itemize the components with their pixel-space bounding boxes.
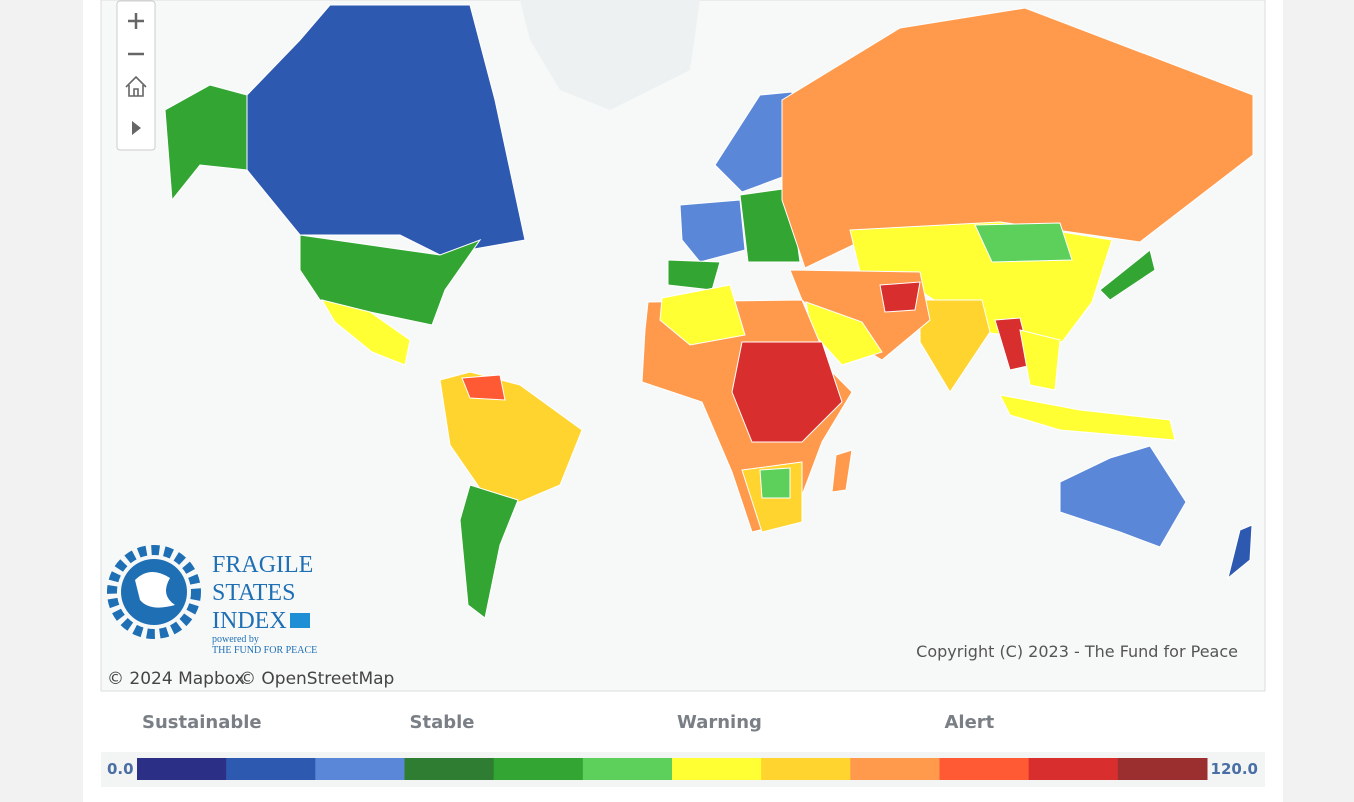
logo-title: STATES — [212, 580, 295, 606]
legend-category: Sustainable — [142, 712, 262, 733]
play-button[interactable] — [132, 121, 141, 135]
legend-bin — [672, 758, 762, 780]
home-button[interactable] — [125, 75, 147, 97]
legend-category: Stable — [410, 712, 475, 733]
logo-org: THE FUND FOR PEACE — [212, 645, 317, 656]
legend-bin — [226, 758, 316, 780]
zoom-in[interactable] — [128, 13, 144, 29]
copyright: Copyright (C) 2023 - The Fund for Peace — [916, 642, 1238, 661]
legend-bin — [939, 758, 1030, 780]
legend-max: 120.0 — [1211, 760, 1258, 778]
osm-attribution[interactable]: © OpenStreetMap — [239, 669, 394, 689]
logo-title: FRAGILE — [212, 552, 313, 578]
legend-min: 0.0 — [107, 760, 134, 778]
logo-land — [135, 571, 175, 608]
legend-bin — [1028, 758, 1119, 780]
fsi-logo: FRAGILE STATES INDEX powered by THE FUND… — [107, 545, 317, 656]
legend-category: Alert — [945, 712, 995, 733]
legend-bin — [761, 758, 851, 780]
legend-bin — [404, 758, 495, 780]
logo-powered: powered by — [212, 634, 259, 645]
logo-title: INDEX — [212, 608, 287, 634]
legend-bin — [1117, 758, 1208, 780]
legend-bin — [137, 758, 227, 780]
legend-bin — [582, 758, 673, 780]
map-shapes — [164, 0, 1254, 619]
legend-category: Warning — [677, 712, 762, 733]
zoom-controls[interactable] — [116, 0, 156, 151]
legend: 0.0 120.0 Sustainable Stable Warning Alert — [101, 712, 1265, 787]
mapbox-attribution[interactable]: © 2024 Mapbox — [107, 669, 245, 689]
logo-badge — [290, 613, 310, 628]
legend-bin — [315, 758, 405, 780]
zoom-panel — [116, 0, 156, 151]
legend-bin — [850, 758, 940, 780]
logo-gear — [107, 545, 201, 639]
legend-bin — [493, 758, 584, 780]
